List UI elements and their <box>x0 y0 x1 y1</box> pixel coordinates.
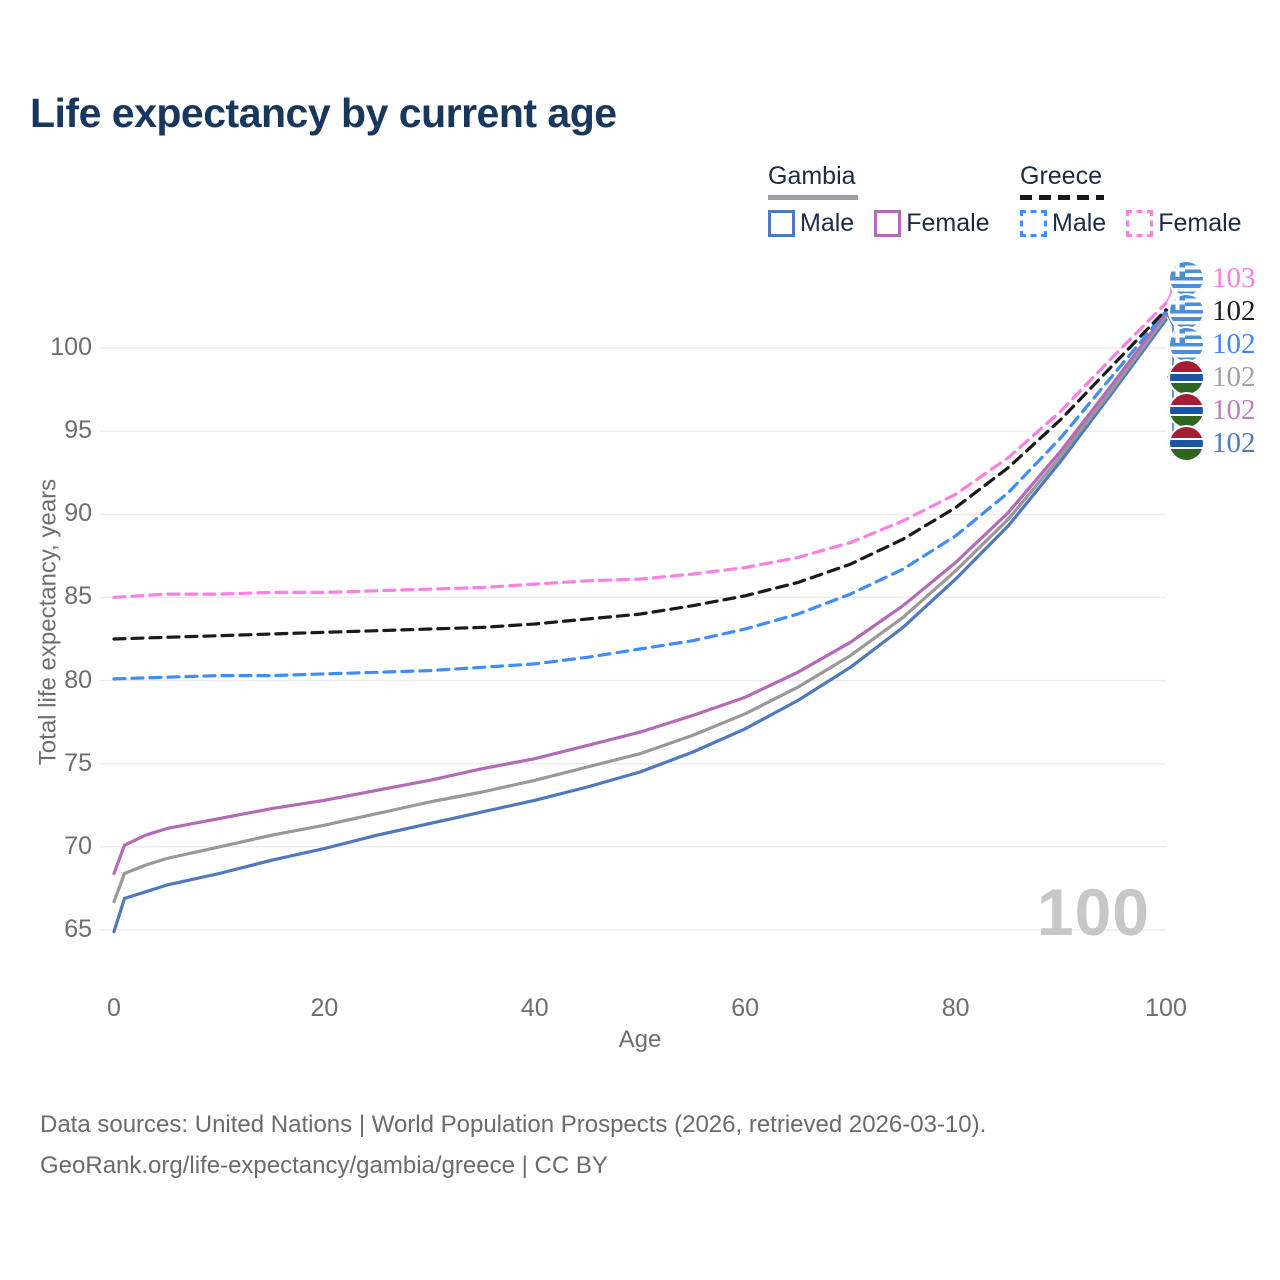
legend-swatch-gambia-male <box>768 210 795 237</box>
legend-item-gambia-female[interactable]: Female <box>874 209 990 238</box>
end-label-row-2: 102 <box>1170 327 1256 361</box>
legend-item-label: Male <box>1052 209 1107 237</box>
y-tick-label-90: 90 <box>64 499 92 528</box>
end-value-label: 103 <box>1212 261 1256 294</box>
y-tick-label-70: 70 <box>64 831 92 860</box>
legend-item-label: Female <box>906 209 990 237</box>
y-tick-label-85: 85 <box>64 582 92 611</box>
end-label-row-4: 102 <box>1170 393 1256 427</box>
end-label-row-5: 102 <box>1170 426 1256 460</box>
greece-flag-icon <box>1170 327 1203 361</box>
legend-items-row-greece: Male Female <box>1020 209 1242 238</box>
end-value-label: 102 <box>1212 360 1256 393</box>
y-tick-label-100: 100 <box>50 333 92 361</box>
legend-items-row-gambia: Male Female <box>768 209 990 238</box>
legend-swatch-gambia-female <box>874 210 902 237</box>
end-value-label: 102 <box>1212 393 1256 426</box>
age-frame-watermark: 100 <box>1036 875 1150 949</box>
x-tick-label-80: 80 <box>941 994 970 1022</box>
greece-flag-icon <box>1170 261 1203 295</box>
series-line-greece-all <box>112 308 1168 641</box>
x-tick-label-100: 100 <box>1145 994 1187 1022</box>
page-title: Life expectancy by current age <box>30 90 617 136</box>
gambia-flag-icon <box>1170 426 1203 460</box>
y-tick-label-75: 75 <box>64 748 92 777</box>
y-axis-title: Total life expectancy, years <box>34 478 62 766</box>
series-line-gambia-all <box>112 314 1168 904</box>
end-value-label: 102 <box>1212 294 1256 327</box>
gambia-flag-icon <box>1170 393 1203 427</box>
legend-item-gambia-male[interactable]: Male <box>768 209 854 238</box>
legend-item-greece-male[interactable]: Male <box>1020 209 1106 238</box>
end-value-label: 102 <box>1212 426 1256 459</box>
y-tick-label-80: 80 <box>64 665 92 694</box>
series-line-gambia-male <box>112 318 1168 934</box>
series-line-greece-female <box>112 301 1168 600</box>
x-tick-label-40: 40 <box>520 994 549 1022</box>
footer: Data sources: United Nations | World Pop… <box>40 1104 986 1186</box>
legend-greece-line-sample <box>1020 195 1104 200</box>
legend-gambia-line-sample <box>768 195 858 200</box>
legend-swatch-greece-female <box>1126 210 1154 237</box>
y-tick-label-65: 65 <box>64 915 92 943</box>
legend-country-label-gambia: Gambia <box>768 162 856 190</box>
footer-attribution-line: GeoRank.org/life-expectancy/gambia/greec… <box>40 1152 608 1179</box>
end-label-row-3: 102 <box>1170 360 1256 394</box>
gambia-flag-icon <box>1170 360 1203 394</box>
legend-group-gambia: Gambia Male Female <box>768 162 990 238</box>
legend-country-label-greece: Greece <box>1020 162 1102 190</box>
greece-flag-icon <box>1170 294 1203 328</box>
x-tick-label-0: 0 <box>107 994 121 1022</box>
end-label-row-0: 103 <box>1170 261 1256 295</box>
y-tick-label-95: 95 <box>64 416 92 445</box>
end-label-row-1: 102 <box>1170 294 1256 328</box>
series-line-gambia-female <box>112 311 1168 876</box>
legend-swatch-greece-male <box>1020 210 1047 237</box>
x-tick-label-20: 20 <box>310 994 339 1022</box>
x-axis-title: Age <box>618 1026 662 1053</box>
legend-item-label: Male <box>800 209 855 237</box>
legend-item-greece-female[interactable]: Female <box>1126 209 1242 238</box>
end-value-label: 102 <box>1212 327 1256 360</box>
legend-item-label: Female <box>1158 209 1242 237</box>
x-tick-label-60: 60 <box>731 994 760 1022</box>
series-line-greece-male <box>112 309 1168 681</box>
legend-group-greece: Greece Male Female <box>1020 162 1242 238</box>
footer-sources-line: Data sources: United Nations | World Pop… <box>40 1111 987 1138</box>
